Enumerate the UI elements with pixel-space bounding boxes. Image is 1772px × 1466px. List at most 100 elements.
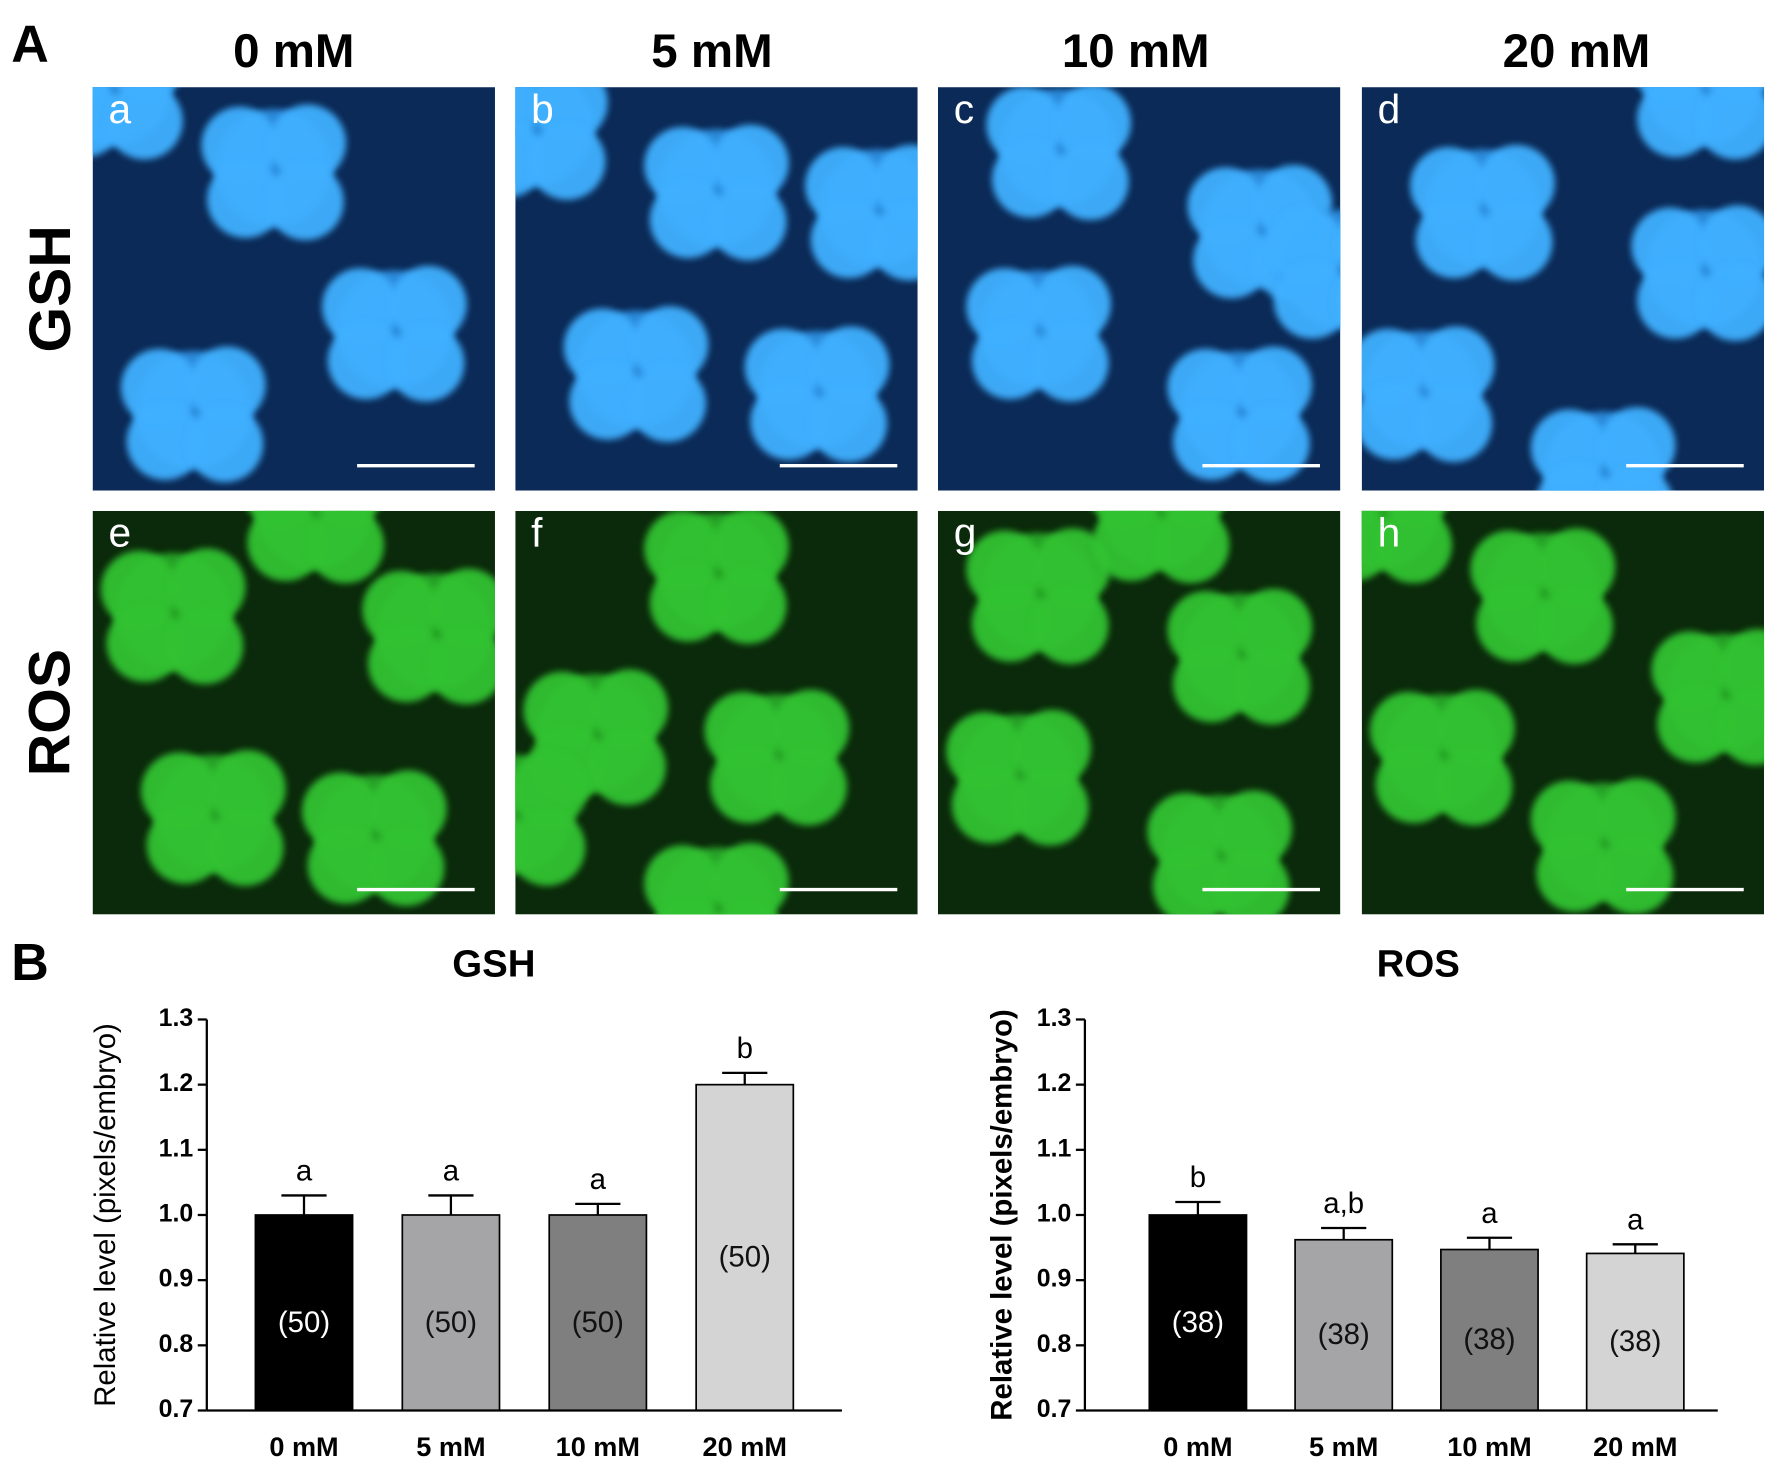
embryo [569,362,647,440]
bar [695,1083,795,1412]
embryo [629,365,707,442]
embryo [387,324,465,402]
embryo [1375,746,1453,824]
embryo [1415,201,1493,279]
embryo [1034,265,1111,343]
embryo [1333,280,1341,325]
embryo [266,163,344,241]
y-tick-label: 1.1 [159,1134,194,1162]
embryo [1013,709,1091,787]
embryo [711,124,789,202]
embryo [951,766,1029,844]
embryo [1536,834,1614,912]
embryo [1417,326,1495,404]
embryo [870,203,918,281]
embryo [1598,465,1671,491]
x-tick-label: 20 mM [703,1431,787,1462]
embryo [207,161,284,238]
n-label: (38) [1318,1318,1370,1351]
image-label: d [1378,86,1401,132]
y-tick-label: 1.0 [1037,1200,1072,1228]
embryo [1538,528,1616,606]
significance-letter: b [737,1032,753,1065]
embryo [1637,261,1714,339]
bar [1148,1214,1248,1412]
row-label: GSH [18,225,83,352]
significance-letter: a [590,1163,607,1196]
embryo [106,87,183,160]
column-header: 5 mM [651,25,772,78]
row-label: ROS [18,649,83,776]
x-tick-label: 5 mM [1309,1431,1378,1462]
charts: GSH Relative level (pixels/embryo) 0.7 0.8 0… [89,943,1718,1462]
micrograph [92,87,495,491]
embryo [1415,385,1493,463]
embryo [971,584,1049,662]
embryo [430,568,495,646]
embryo [1335,225,1341,262]
image-label: e [108,510,131,556]
significance-letter: a [1481,1197,1498,1230]
embryo [657,899,719,915]
micrograph [515,510,918,915]
micrograph [937,510,1341,915]
embryo [146,806,224,884]
embryo [1699,205,1765,283]
n-label: (38) [1609,1325,1661,1358]
embryo [1477,144,1555,222]
bar [1294,1238,1394,1412]
micrograph [937,87,1341,491]
embryo [589,728,666,806]
embryo [710,746,788,824]
embryo [1235,346,1313,424]
image-label: f [531,510,543,556]
embryo [1232,647,1310,725]
x-tick-label: 5 mM [416,1431,485,1462]
y-tick-label: 0.9 [1037,1265,1072,1293]
embryo [1476,584,1553,662]
image-label: g [954,510,977,556]
embryo [528,122,606,200]
micrograph [515,87,918,491]
y-axis-label: Relative level (pixels/embryo) [985,1009,1018,1420]
embryo [1235,588,1313,666]
embryo [427,627,495,705]
column-header: 0 mM [233,25,354,78]
embryo [1696,264,1765,342]
embryo [1031,587,1109,664]
embryo [992,140,1069,218]
embryo [711,510,789,586]
embryo [1212,849,1290,915]
embryo [247,510,325,581]
embryo [1696,87,1765,160]
embryo [711,843,789,915]
embryo [1657,685,1735,763]
embryo [1536,587,1613,664]
embryo [644,845,721,915]
x-tick-label: 0 mM [269,1431,338,1462]
embryo [166,607,244,685]
embryo [1361,328,1427,406]
embryo [206,808,284,886]
y-tick-label: 1.2 [159,1069,194,1097]
significance-letter: a [443,1155,460,1188]
y-tick-label: 1.3 [1037,1004,1072,1032]
panel-label: A [11,15,49,73]
embryo [649,564,727,642]
embryo [1435,748,1513,826]
image-label: c [954,86,974,132]
embryo [719,901,777,915]
n-label: (50) [572,1306,624,1339]
column-header: 20 mM [1503,25,1651,78]
micrograph [92,510,495,915]
micrographs: 0 mM 5 mM 10 mM 20 mM GSH ROS a b c d e f g h [18,25,1765,915]
image-label: b [531,86,554,132]
embryo [369,770,447,848]
y-tick-label: 1.3 [159,1004,194,1032]
embryo [1232,405,1310,483]
embryo [1034,528,1111,606]
embryo [186,405,264,483]
embryo [1031,324,1109,402]
embryo [515,809,586,886]
